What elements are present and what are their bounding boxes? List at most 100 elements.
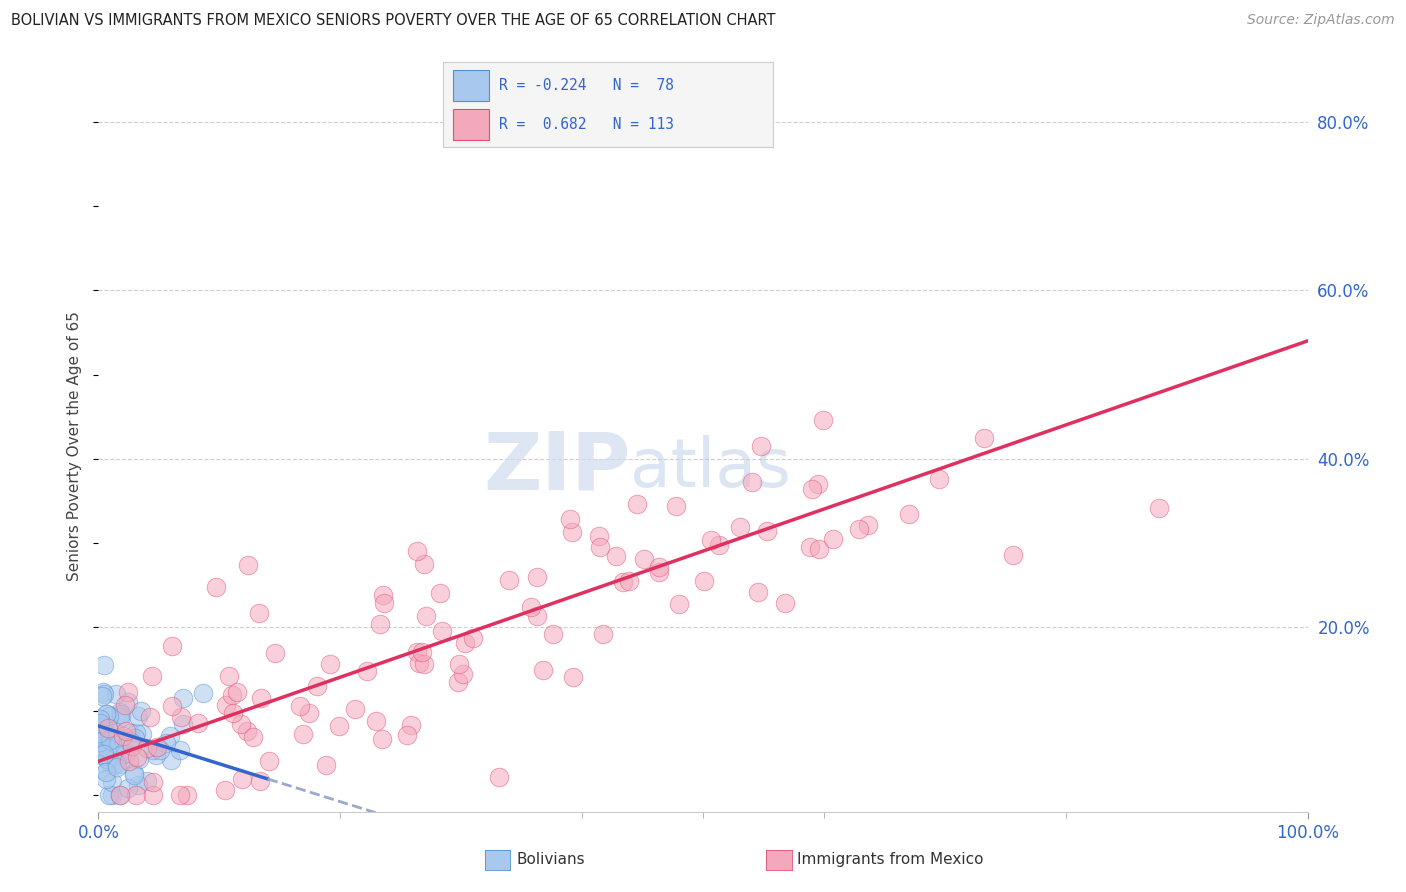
Point — [90, 728, 112, 742]
Point — [411, 645, 433, 659]
Point — [526, 570, 548, 584]
Point — [305, 679, 328, 693]
Point — [288, 698, 311, 713]
Point — [249, 773, 271, 788]
Point — [124, 788, 146, 802]
Point — [401, 718, 423, 732]
Point — [665, 499, 688, 513]
Point — [848, 522, 870, 536]
Point — [1149, 501, 1171, 516]
Point — [136, 774, 159, 789]
Point — [110, 788, 132, 802]
Text: atlas: atlas — [630, 435, 792, 501]
Point — [973, 431, 995, 445]
Point — [498, 573, 520, 587]
Point — [617, 574, 640, 588]
Point — [221, 688, 243, 702]
Point — [898, 507, 921, 521]
Point — [124, 731, 146, 746]
Point — [741, 475, 763, 490]
Point — [89, 715, 111, 730]
Point — [605, 549, 627, 564]
Point — [799, 540, 821, 554]
Point — [215, 698, 238, 713]
Point — [90, 721, 112, 735]
Point — [98, 788, 121, 802]
Point — [405, 543, 427, 558]
Point — [430, 624, 453, 638]
Point — [447, 675, 470, 690]
Point — [668, 597, 690, 611]
Point — [247, 606, 270, 620]
Text: BOLIVIAN VS IMMIGRANTS FROM MEXICO SENIORS POVERTY OVER THE AGE OF 65 CORRELATIO: BOLIVIAN VS IMMIGRANTS FROM MEXICO SENIO… — [11, 13, 776, 29]
Point — [159, 729, 181, 743]
Point — [101, 775, 124, 789]
Point — [96, 751, 118, 765]
Point — [93, 747, 115, 761]
Text: R =  0.682   N = 113: R = 0.682 N = 113 — [499, 117, 673, 132]
Point — [124, 726, 146, 740]
Bar — [453, 109, 489, 139]
Point — [120, 726, 142, 740]
Point — [136, 740, 159, 755]
Point — [114, 747, 136, 761]
Text: Immigrants from Mexico: Immigrants from Mexico — [797, 853, 984, 867]
Point — [229, 717, 252, 731]
Point — [395, 727, 418, 741]
Point — [371, 588, 394, 602]
Point — [110, 706, 132, 721]
Point — [145, 740, 167, 755]
Point — [647, 560, 669, 574]
Point — [93, 657, 115, 672]
Point — [160, 753, 183, 767]
Y-axis label: Seniors Poverty Over the Age of 65: Seniors Poverty Over the Age of 65 — [67, 311, 83, 581]
Point — [298, 706, 321, 720]
Point — [141, 669, 163, 683]
Point — [114, 724, 136, 739]
Point — [368, 617, 391, 632]
Point — [225, 685, 247, 699]
Point — [520, 599, 543, 614]
Point — [187, 715, 209, 730]
Point — [93, 718, 115, 732]
Point — [110, 731, 132, 746]
Point — [96, 741, 118, 756]
Point — [104, 747, 127, 762]
Point — [633, 551, 655, 566]
Point — [105, 687, 128, 701]
Point — [142, 774, 165, 789]
Point — [89, 745, 111, 759]
Point — [89, 735, 111, 749]
Point — [98, 709, 121, 723]
Point — [169, 743, 191, 757]
Point — [115, 747, 138, 761]
Point — [231, 772, 253, 787]
Point — [709, 538, 731, 552]
Point — [328, 719, 350, 733]
Point — [149, 742, 172, 756]
Point — [257, 754, 280, 768]
Point — [447, 657, 470, 672]
Point — [91, 719, 114, 733]
Point — [142, 742, 165, 756]
Point — [318, 657, 340, 672]
Point — [101, 739, 124, 753]
Point — [122, 768, 145, 782]
Point — [264, 646, 287, 660]
Point — [214, 783, 236, 797]
Point — [315, 757, 337, 772]
Point — [91, 685, 114, 699]
Point — [117, 780, 139, 795]
Point — [91, 689, 114, 703]
Point — [117, 685, 139, 699]
Point — [238, 558, 260, 572]
Point — [811, 412, 834, 426]
Point — [89, 762, 111, 776]
Point — [488, 771, 510, 785]
Point — [562, 670, 585, 684]
Point — [749, 439, 772, 453]
Point — [172, 717, 194, 731]
Point — [87, 726, 110, 740]
Point — [856, 517, 879, 532]
Point — [728, 519, 751, 533]
